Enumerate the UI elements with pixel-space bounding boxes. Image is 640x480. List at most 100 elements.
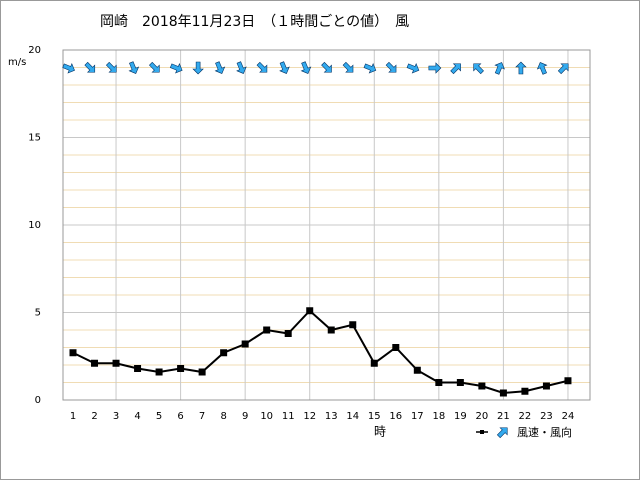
arrow-shape bbox=[385, 61, 397, 73]
y-tick-label: 15 bbox=[28, 133, 41, 144]
wind-arrow bbox=[236, 61, 247, 74]
x-tick-label: 14 bbox=[346, 411, 359, 422]
arrow-shape bbox=[406, 62, 420, 74]
wind-arrow bbox=[148, 61, 160, 73]
arrow-shape bbox=[105, 61, 117, 73]
wind-arrow bbox=[385, 61, 397, 73]
point bbox=[306, 307, 314, 315]
x-tick-label: 2 bbox=[91, 411, 97, 422]
point bbox=[349, 321, 357, 329]
arrow-shape bbox=[557, 63, 569, 75]
x-tick-label: 15 bbox=[368, 411, 381, 422]
x-tick-label: 22 bbox=[519, 411, 532, 422]
x-tick-label: 11 bbox=[282, 411, 295, 422]
x-tick-label: 9 bbox=[242, 411, 248, 422]
arrow-shape bbox=[363, 62, 377, 74]
point bbox=[69, 349, 77, 357]
x-tick-label: 18 bbox=[432, 411, 445, 422]
point bbox=[220, 349, 228, 357]
y-tick-label: 5 bbox=[35, 308, 41, 319]
x-tick-label: 24 bbox=[562, 411, 575, 422]
wind-arrow bbox=[256, 61, 268, 73]
x-tick-label: 8 bbox=[220, 411, 226, 422]
wind-arrow bbox=[84, 61, 96, 73]
wind-arrow bbox=[342, 61, 354, 73]
wind-arrow bbox=[128, 61, 140, 74]
wind-arrow bbox=[169, 62, 183, 74]
point bbox=[198, 368, 206, 376]
legend-label: 風速・風向 bbox=[517, 425, 572, 439]
point bbox=[478, 382, 486, 390]
wind-arrow bbox=[473, 63, 484, 75]
point bbox=[263, 326, 271, 334]
arrow-shape bbox=[473, 63, 484, 75]
point bbox=[392, 344, 400, 351]
point bbox=[413, 366, 421, 374]
point bbox=[134, 365, 142, 372]
arrow-shape bbox=[279, 61, 290, 74]
point bbox=[521, 387, 529, 395]
arrow-shape bbox=[84, 61, 96, 73]
wind-arrow bbox=[363, 62, 377, 74]
wind-arrow bbox=[557, 63, 569, 75]
arrow-shape bbox=[536, 62, 548, 75]
plot-border bbox=[62, 49, 591, 401]
arrow-shape bbox=[494, 62, 505, 75]
wind-arrow bbox=[428, 62, 442, 74]
x-tick-label: 10 bbox=[260, 411, 273, 422]
y-tick-label: 0 bbox=[35, 395, 41, 406]
x-tick-label: 4 bbox=[134, 411, 140, 422]
line bbox=[72, 309, 569, 395]
arrow-shape bbox=[62, 62, 75, 74]
arrow-shape bbox=[192, 61, 204, 75]
x-tick-label: 7 bbox=[199, 411, 205, 422]
arrow-shape bbox=[169, 62, 183, 74]
x-tick-label: 23 bbox=[540, 411, 553, 422]
point bbox=[327, 326, 335, 334]
point bbox=[456, 379, 464, 386]
arrow-shape bbox=[256, 61, 268, 73]
wind-arrow bbox=[300, 61, 312, 74]
x-tick-label: 12 bbox=[303, 411, 316, 422]
x-tick-label: 3 bbox=[113, 411, 119, 422]
point bbox=[284, 330, 292, 337]
arrow-shape bbox=[148, 61, 160, 73]
x-tick-label: 20 bbox=[476, 411, 489, 422]
arrow-shape bbox=[214, 61, 226, 74]
x-tick-label: 21 bbox=[497, 411, 510, 422]
arrow-shape bbox=[342, 61, 354, 73]
point bbox=[542, 382, 550, 390]
wind-arrow bbox=[496, 427, 508, 439]
y-axis-label: m/s bbox=[8, 57, 26, 68]
point bbox=[564, 377, 572, 385]
point bbox=[241, 340, 249, 348]
point bbox=[112, 359, 120, 367]
y-tick-label: 20 bbox=[28, 45, 41, 56]
point bbox=[370, 359, 378, 367]
point bbox=[177, 365, 185, 372]
x-tick-label: 5 bbox=[156, 411, 162, 422]
wind-arrow bbox=[214, 61, 226, 74]
arrow-shape bbox=[128, 61, 140, 74]
point bbox=[155, 368, 163, 376]
wind-arrow bbox=[450, 63, 461, 75]
x-axis-label: 時 bbox=[374, 425, 386, 439]
x-tick-label: 6 bbox=[177, 411, 183, 422]
wind-arrow bbox=[536, 62, 548, 75]
x-tick-label: 16 bbox=[389, 411, 402, 422]
arrow-shape bbox=[236, 61, 247, 74]
chart-title: 岡崎 2018年11月23日 （１時間ごとの値） 風 bbox=[100, 14, 409, 30]
legend-marker bbox=[480, 430, 484, 434]
x-tick-label: 19 bbox=[454, 411, 467, 422]
wind-arrow bbox=[515, 61, 527, 75]
x-tick-label: 1 bbox=[70, 411, 76, 422]
arrow-shape bbox=[496, 427, 508, 439]
point bbox=[435, 379, 443, 386]
wind-arrow bbox=[279, 61, 290, 74]
wind-arrow bbox=[321, 61, 332, 73]
y-tick-label: 10 bbox=[28, 220, 41, 231]
x-tick-label: 13 bbox=[325, 411, 338, 422]
point bbox=[499, 389, 507, 397]
arrow-shape bbox=[300, 61, 312, 74]
